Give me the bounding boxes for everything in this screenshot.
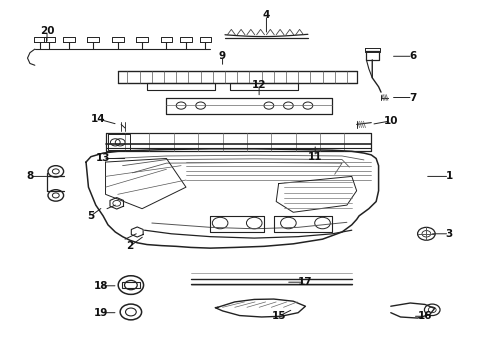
Text: 13: 13: [96, 153, 110, 163]
Text: 6: 6: [408, 51, 415, 61]
Text: 18: 18: [93, 281, 108, 291]
Text: 7: 7: [408, 93, 416, 103]
Text: 3: 3: [445, 229, 452, 239]
Text: 12: 12: [251, 80, 266, 90]
Text: 5: 5: [87, 211, 94, 221]
Text: 4: 4: [262, 10, 269, 20]
Text: 8: 8: [26, 171, 34, 181]
Text: 16: 16: [417, 311, 431, 321]
Text: 11: 11: [307, 152, 322, 162]
Text: 2: 2: [126, 241, 133, 251]
Text: 1: 1: [445, 171, 452, 181]
Bar: [122, 282, 140, 288]
Text: 19: 19: [93, 308, 108, 318]
Text: 15: 15: [271, 311, 285, 321]
Text: 9: 9: [219, 51, 225, 61]
Text: 14: 14: [91, 114, 105, 124]
Text: 20: 20: [40, 26, 54, 36]
Text: 10: 10: [383, 116, 397, 126]
Text: 17: 17: [298, 277, 312, 287]
